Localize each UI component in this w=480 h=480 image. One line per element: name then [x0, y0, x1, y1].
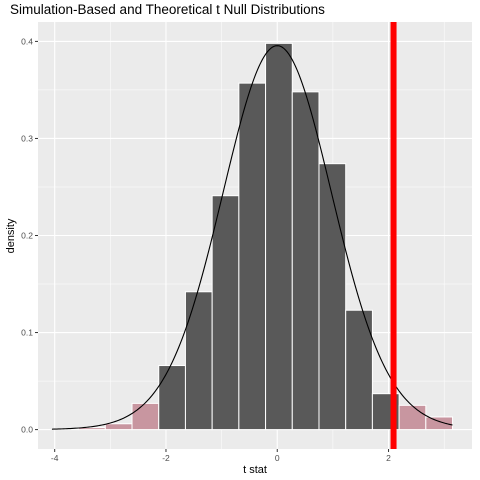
y-tick-label: 0.3 [21, 133, 33, 143]
y-axis-ticks: 0.0 0.1 0.2 0.3 0.4 [21, 36, 38, 435]
y-tick-label: 0.2 [21, 231, 33, 241]
histogram-bar-shaded [104, 423, 133, 431]
x-axis-label: t stat [243, 464, 267, 476]
y-tick-label: 0.1 [21, 328, 33, 338]
histogram-bar [345, 309, 373, 431]
theoretical-density-curve [51, 45, 453, 430]
histogram-bar [318, 163, 347, 431]
x-axis-ticks: -4 -2 0 2 [51, 449, 391, 463]
histogram-bar-shaded [398, 404, 427, 431]
histogram-bar [211, 195, 240, 431]
y-axis-label: density [5, 218, 17, 253]
y-tick-label: 0.0 [21, 425, 33, 435]
histogram-bar [184, 291, 213, 431]
histogram-bar [238, 82, 267, 431]
chart-title: Simulation-Based and Theoretical t Null … [10, 2, 325, 17]
histogram-bar-shaded [425, 416, 454, 431]
x-tick-label: 2 [386, 453, 391, 463]
histogram-bars [51, 42, 454, 431]
x-tick-label: -2 [162, 453, 170, 463]
histogram-bar-shaded [131, 402, 160, 431]
histogram-bar [291, 91, 320, 431]
x-tick-label: 0 [275, 453, 280, 463]
histogram-bar [265, 42, 293, 431]
y-tick-label: 0.4 [21, 36, 33, 46]
x-tick-label: -4 [51, 453, 59, 463]
histogram-bar [158, 365, 186, 431]
